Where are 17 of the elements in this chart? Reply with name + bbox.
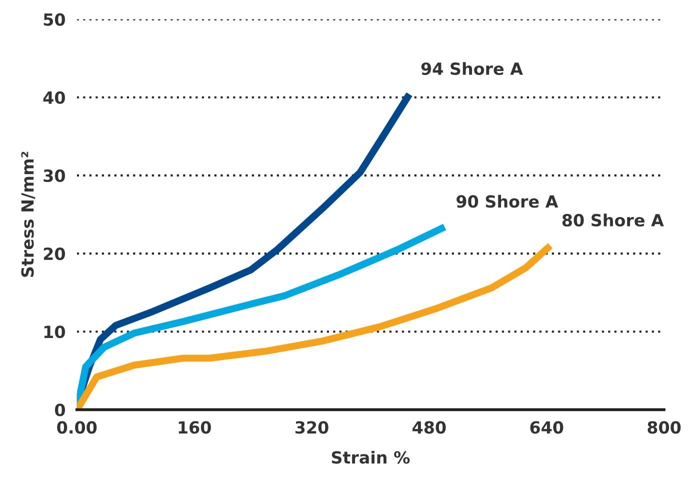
x-axis-title: Strain %: [332, 450, 410, 464]
x-tick-label: 480: [412, 421, 446, 434]
series-label: 90 Shore A: [456, 194, 558, 208]
x-tick-label: 320: [295, 421, 328, 434]
series-label: 80 Shore A: [562, 214, 664, 227]
x-tick-label: 640: [530, 421, 564, 434]
x-tick-label: 800: [648, 421, 681, 434]
y-tick-label: 50: [44, 13, 65, 26]
y-axis-title: Stress N/mm²: [21, 152, 36, 277]
y-tick-label: 0: [54, 404, 65, 416]
series-label: 94 Shore A: [421, 62, 523, 76]
y-tick-label: 20: [44, 247, 65, 260]
y-tick-label: 30: [44, 169, 65, 182]
x-tick-label: 0.00: [57, 421, 97, 434]
y-tick-label: 40: [43, 91, 65, 104]
y-tick-label: 10: [44, 326, 65, 338]
x-tick-label: 160: [178, 421, 211, 434]
